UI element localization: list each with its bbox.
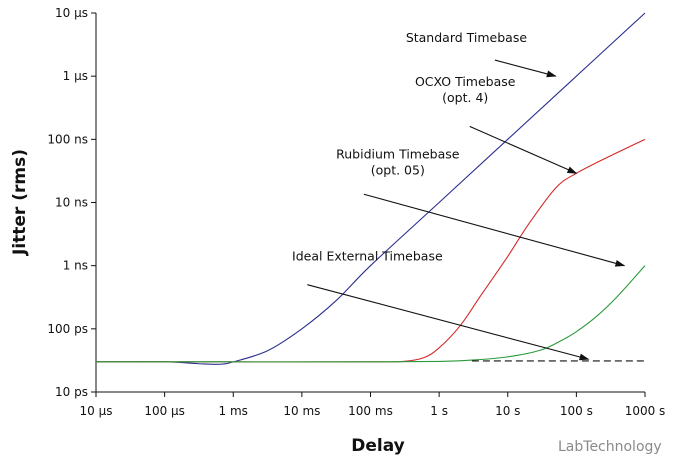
y-tick-label: 100 ps [47, 322, 88, 336]
y-tick-label: 100 ns [47, 132, 88, 146]
annotation-label-2: Rubidium Timebase (opt. 05) [336, 146, 460, 177]
x-tick-label: 10 µs [80, 404, 113, 418]
y-tick-label: 10 ps [55, 385, 88, 399]
annotation-label-3: Ideal External Timebase [292, 249, 443, 264]
series-line-2 [96, 265, 646, 363]
x-tick-label: 100 µs [144, 404, 185, 418]
annotation-arrow-2 [363, 193, 626, 267]
annotation-arrow-3 [307, 284, 590, 361]
x-tick-label: 1 s [430, 404, 448, 418]
series-line-0 [95, 12, 646, 365]
x-tick-label: 100 s [560, 404, 593, 418]
y-tick-label: 10 µs [55, 6, 88, 20]
annotation-label-1: OCXO Timebase (opt. 4) [415, 74, 516, 105]
y-axis-title: Jitter (rms) [10, 149, 30, 256]
annotation-arrow-1 [469, 125, 578, 174]
x-tick-label: 100 ms [348, 404, 393, 418]
y-tick-label: 1 ns [63, 259, 88, 273]
y-tick-label: 10 ns [55, 196, 88, 210]
x-axis-title: Delay [351, 436, 405, 456]
y-tick-label: 1 µs [63, 69, 88, 83]
x-tick-label: 1 ms [219, 404, 248, 418]
x-tick-label: 10 ms [283, 404, 320, 418]
watermark-logo: LabTechnology [558, 439, 662, 455]
annotation-arrow-0 [494, 59, 557, 78]
x-tick-label: 1000 s [625, 404, 666, 418]
annotation-label-0: Standard Timebase [406, 30, 528, 45]
x-tick-label: 10 s [495, 404, 520, 418]
